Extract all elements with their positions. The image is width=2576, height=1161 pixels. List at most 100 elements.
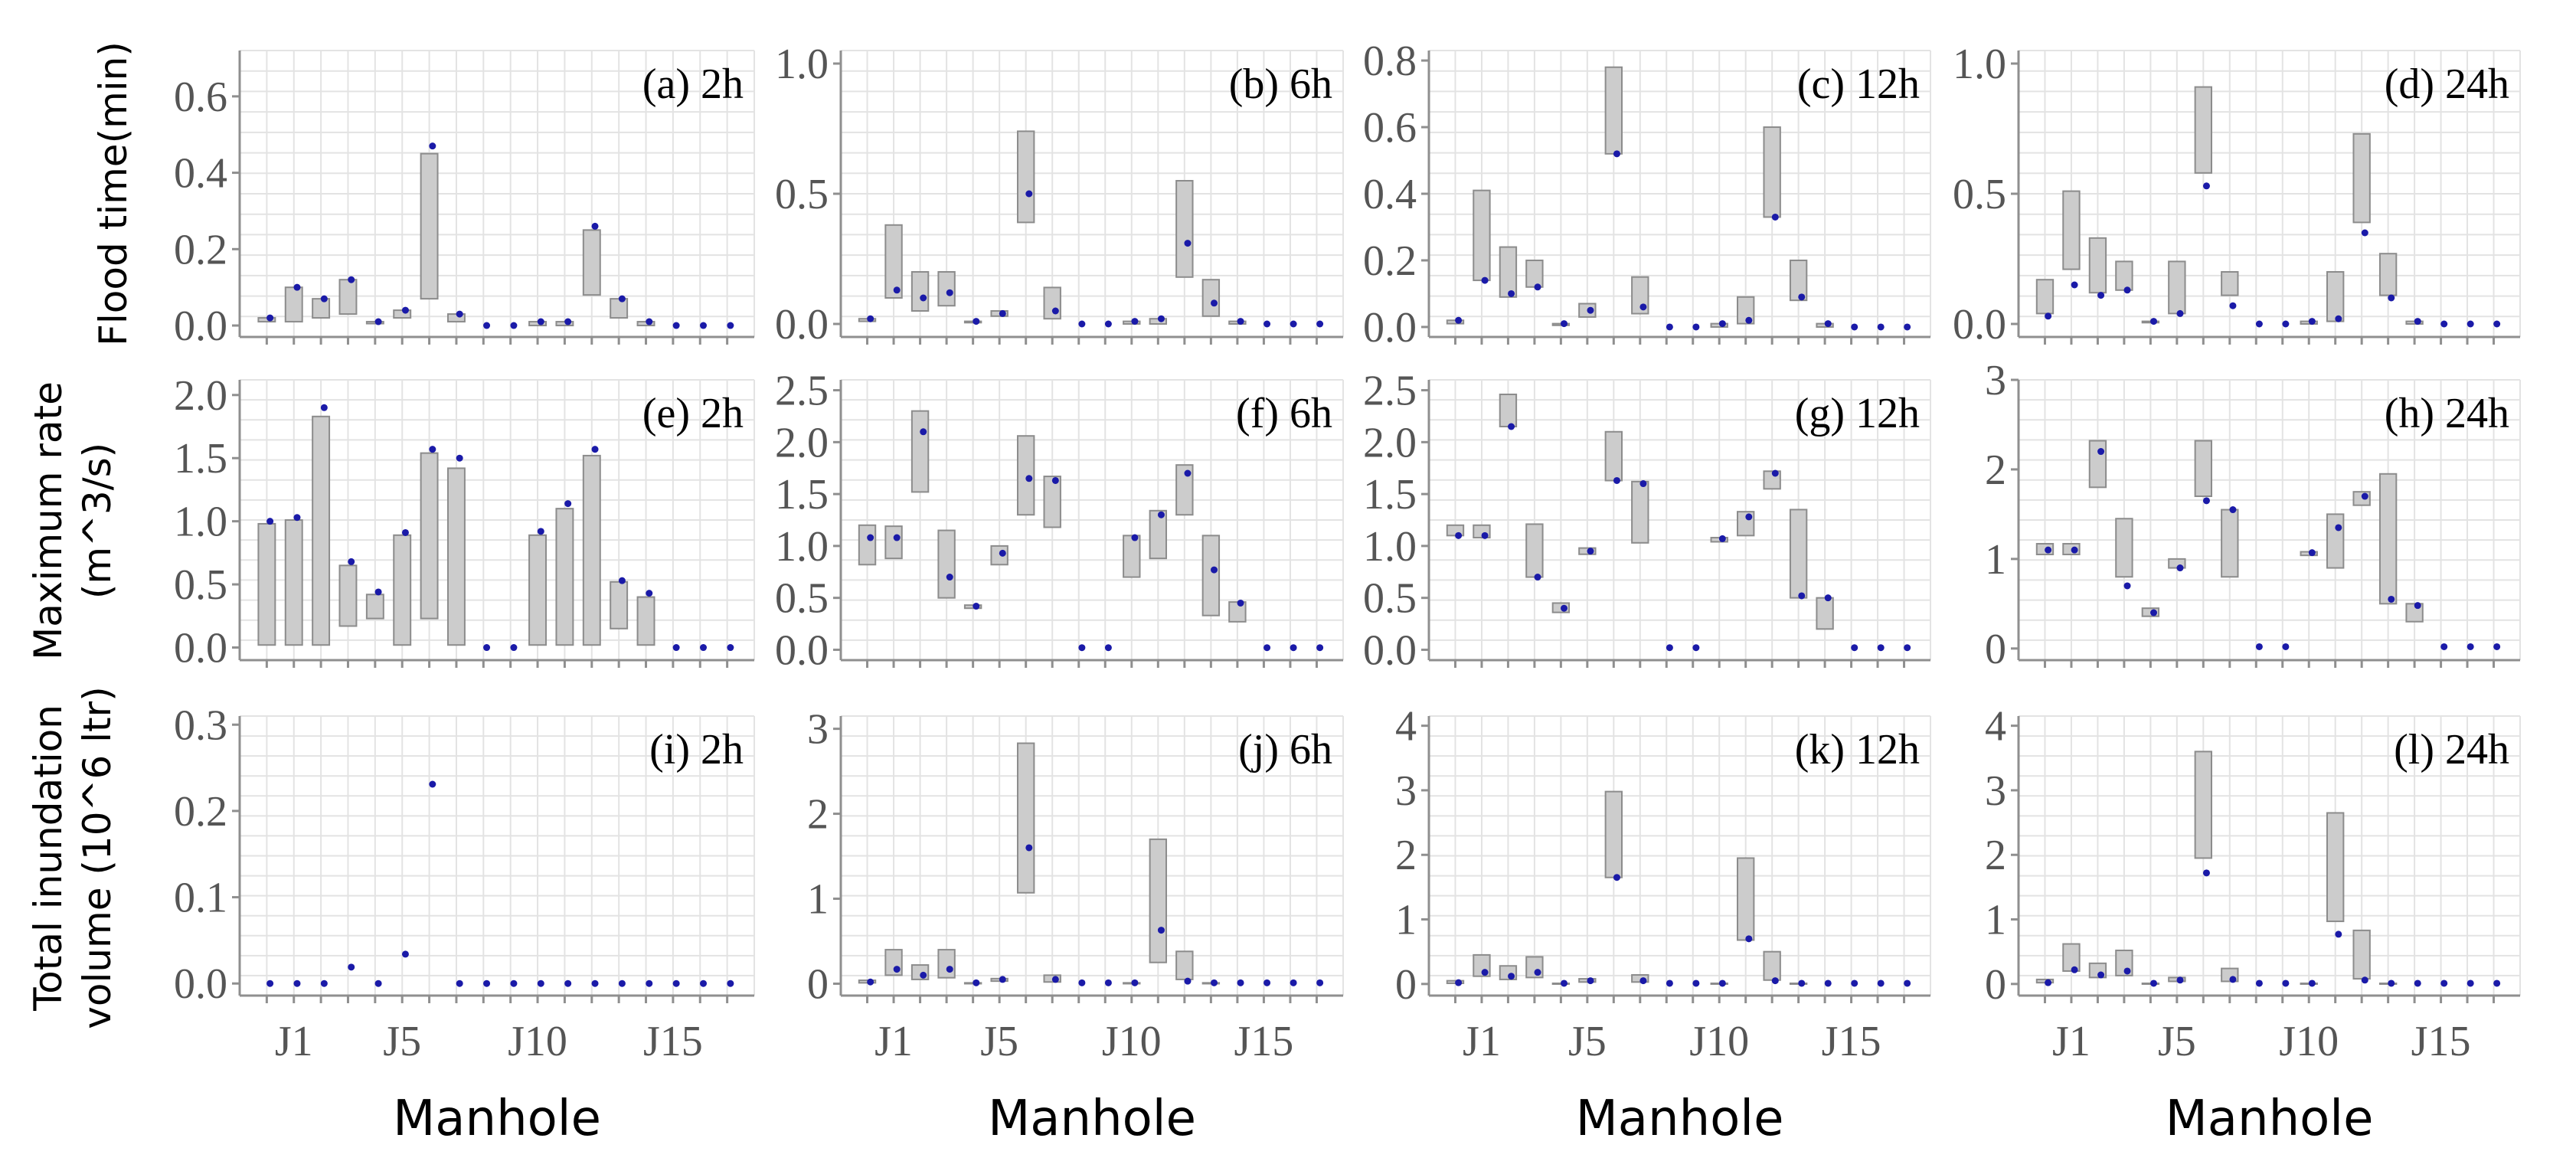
point-J17 [727, 979, 734, 987]
y-tick-label: 2 [1395, 832, 1417, 879]
point-J3 [2123, 967, 2131, 975]
x-axis-label: Manhole [2166, 1091, 2374, 1147]
y-tick-label: 0.5 [775, 575, 829, 623]
point-J6 [1613, 150, 1620, 158]
panel-label: (c) 12h [1797, 61, 1920, 108]
box-J12 [1175, 180, 1194, 278]
point-J7 [1051, 976, 1059, 983]
point-J17 [2493, 643, 2501, 650]
box-J3 [338, 279, 358, 316]
point-J15 [672, 644, 680, 652]
point-J2 [2097, 292, 2105, 299]
point-J10 [2308, 318, 2316, 325]
point-J5 [1587, 306, 1594, 314]
box-J2 [1499, 393, 1518, 428]
box-J2 [312, 415, 331, 646]
point-J12 [1184, 240, 1192, 247]
x-tick-label: J1 [1463, 1018, 1501, 1065]
point-J1 [2071, 966, 2078, 973]
point-J16 [2466, 320, 2474, 328]
point-J13 [1211, 566, 1218, 574]
y-tick-label: 0.8 [1363, 38, 1417, 85]
x-axis-label: Manhole [988, 1091, 1196, 1147]
y-tick-label: 0.5 [775, 171, 829, 218]
x-tick-label: J5 [2158, 1018, 2196, 1065]
y-tick-label: 0.0 [174, 625, 227, 672]
point-J13 [618, 295, 626, 303]
point-J0 [867, 315, 874, 322]
y-tick-label: 3 [1395, 767, 1417, 815]
box-J1 [2062, 190, 2081, 270]
point-J5 [401, 528, 409, 536]
point-J15 [672, 979, 680, 987]
box-J12 [1175, 950, 1194, 980]
point-J15 [2440, 643, 2448, 650]
y-tick-label: 1.5 [174, 435, 227, 482]
point-J4 [2150, 979, 2158, 987]
panel-label: (e) 2h [642, 390, 744, 437]
point-J2 [320, 979, 328, 987]
point-J14 [1824, 979, 1832, 987]
y-tick-label: 1.0 [1363, 523, 1417, 571]
box-J13 [2378, 253, 2398, 296]
point-J3 [1534, 969, 1541, 976]
x-axis-labels: Manhole Manhole Manhole Manhole [393, 1091, 2373, 1147]
y-tick-label: 4 [1395, 703, 1417, 751]
box-J11 [1149, 838, 1168, 963]
point-J4 [1561, 979, 1568, 987]
point-J6 [1025, 190, 1033, 198]
point-J10 [1131, 534, 1139, 541]
box-J1 [2062, 943, 2081, 972]
y-tick-label: 0.0 [775, 301, 829, 348]
y-tick-label: 2.5 [775, 368, 829, 415]
point-J8 [2255, 643, 2263, 650]
point-J11 [564, 979, 572, 987]
point-J15 [1263, 320, 1271, 328]
point-J15 [2440, 979, 2448, 987]
point-J4 [973, 318, 980, 325]
x-tick-label: J5 [383, 1018, 421, 1065]
x-tick-label: J1 [874, 1018, 913, 1065]
point-J4 [374, 979, 382, 987]
y-tick-label: 2.0 [174, 372, 227, 420]
point-J9 [510, 322, 518, 329]
point-J1 [2071, 546, 2078, 554]
point-J0 [867, 534, 874, 541]
box-J12 [2352, 132, 2371, 224]
panel-label: (b) 6h [1229, 61, 1332, 108]
point-J12 [1771, 977, 1779, 985]
point-J7 [1051, 476, 1059, 484]
point-J16 [1877, 323, 1885, 331]
point-J12 [1771, 469, 1779, 477]
box-J10 [528, 534, 548, 646]
box-J6 [1016, 742, 1035, 894]
box-J13 [1789, 509, 1808, 599]
point-J14 [1237, 599, 1244, 607]
point-J17 [1904, 644, 1911, 652]
point-J17 [727, 322, 734, 329]
y-tick-label: 1.0 [775, 523, 829, 571]
box-J3 [338, 564, 358, 627]
box-J11 [2326, 271, 2345, 322]
y-tick-label: 1.0 [775, 41, 829, 88]
point-J17 [1904, 323, 1911, 331]
box-J11 [2326, 513, 2345, 569]
y-tick-label: 0 [807, 960, 829, 1008]
point-J1 [893, 286, 901, 294]
point-J12 [591, 979, 599, 987]
point-J3 [348, 963, 355, 971]
box-J6 [2194, 440, 2213, 498]
point-J7 [1639, 303, 1647, 311]
box-J12 [2352, 929, 2371, 980]
box-J1 [284, 286, 303, 323]
y-tick-label: 0 [1985, 626, 2006, 673]
point-J8 [1666, 979, 1673, 987]
point-J0 [2045, 979, 2052, 986]
box-J11 [1149, 509, 1168, 560]
box-J11 [2326, 812, 2345, 923]
y-tick-label: 0.5 [174, 561, 227, 609]
point-J11 [564, 500, 572, 508]
point-J8 [2255, 320, 2263, 328]
y-tick-label: 2 [807, 791, 829, 839]
y-tick-label: 1.0 [1953, 41, 2006, 88]
